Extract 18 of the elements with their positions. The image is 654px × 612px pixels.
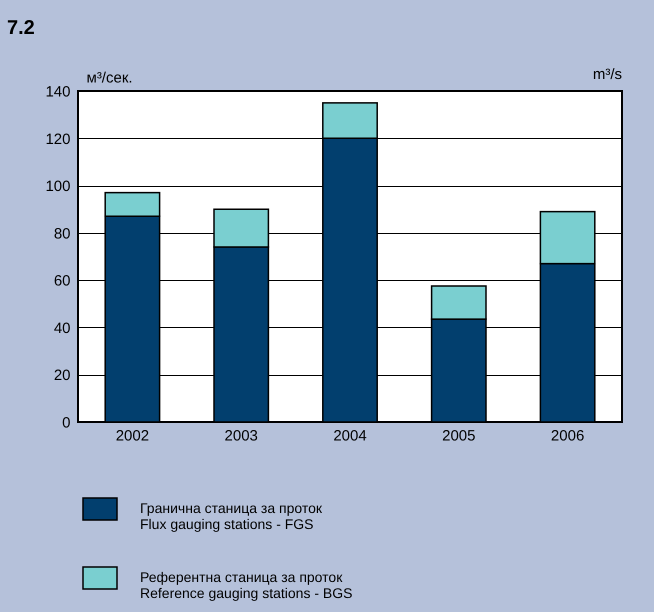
y-tick-label: 40 [54,320,70,337]
y-tick-label: 60 [54,272,70,290]
legend-label: Гранична станица за проток Flux gauging stations - FGS [140,500,323,532]
x-tick-label: 2006 [550,428,584,444]
y-tick-label: 120 [45,130,70,148]
y-tick-label: 140 [45,84,70,100]
y-tick-label: 100 [45,178,70,196]
x-tick-label: 2003 [224,428,258,444]
chart-title: 7.2 [6,17,35,39]
x-tick-label: 2004 [333,428,367,444]
y-axis-title: м³/сек. [86,70,133,86]
y-tick-label: 20 [54,367,70,384]
y-tick-label: 80 [54,225,70,242]
x-tick-label: 2005 [442,428,476,444]
legend-label: Референтна станица за проток Reference gauging stations - BGS [140,569,352,601]
y-tick-label: 0 [62,414,70,432]
y2-axis-title: m³/s [592,66,622,83]
x-tick-label: 2002 [116,428,150,444]
